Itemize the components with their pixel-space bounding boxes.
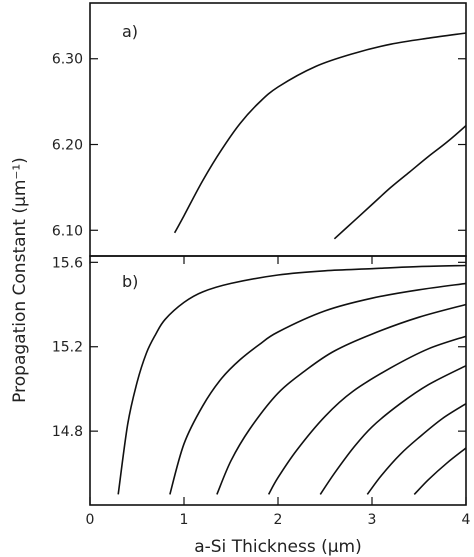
panel-b-curve-1 bbox=[117, 264, 467, 495]
panel-b-curve-2 bbox=[169, 282, 467, 495]
panel-a-curve-2 bbox=[333, 125, 467, 240]
panel-b-curve-7 bbox=[413, 447, 467, 495]
x-tick-label: 2 bbox=[274, 512, 283, 528]
x-tick-label: 4 bbox=[462, 512, 471, 528]
panel-a-y-tick-label: 6.20 bbox=[52, 138, 83, 154]
panel-a-y-tick-label: 6.10 bbox=[52, 223, 83, 239]
x-tick-label: 1 bbox=[180, 512, 189, 528]
y-axis-label: Propagation Constant (μm⁻¹) bbox=[10, 157, 30, 403]
panel-b-x-ticks: 0 1 2 3 4 bbox=[86, 256, 471, 528]
panel-b-curve-4 bbox=[267, 335, 467, 495]
panel-b-curves bbox=[117, 264, 467, 495]
panel-b-curve-3 bbox=[216, 303, 467, 495]
panel-a-label: a) bbox=[122, 22, 138, 41]
x-tick-label: 3 bbox=[368, 512, 377, 528]
panel-b-y-tick-label: 15.2 bbox=[52, 340, 83, 356]
x-tick-label: 0 bbox=[86, 512, 95, 528]
panel-b-curve-6 bbox=[366, 403, 467, 495]
panel-b-y-ticks: 14.8 15.2 15.6 bbox=[52, 255, 466, 440]
panel-a-curve-1 bbox=[173, 32, 467, 234]
panel-b: 14.8 15.2 15.6 0 1 2 3 4 b) bbox=[52, 255, 471, 528]
x-axis-label: a-Si Thickness (μm) bbox=[194, 537, 362, 557]
panel-a-curves bbox=[173, 32, 467, 240]
panel-a-y-tick-label: 6.30 bbox=[52, 52, 83, 68]
panel-b-curve-5 bbox=[319, 364, 467, 495]
panel-a-y-ticks: 6.10 6.20 6.30 bbox=[52, 52, 466, 239]
panel-b-y-tick-label: 15.6 bbox=[52, 255, 83, 271]
panel-b-y-tick-label: 14.8 bbox=[52, 424, 83, 440]
panel-b-label: b) bbox=[122, 272, 138, 291]
